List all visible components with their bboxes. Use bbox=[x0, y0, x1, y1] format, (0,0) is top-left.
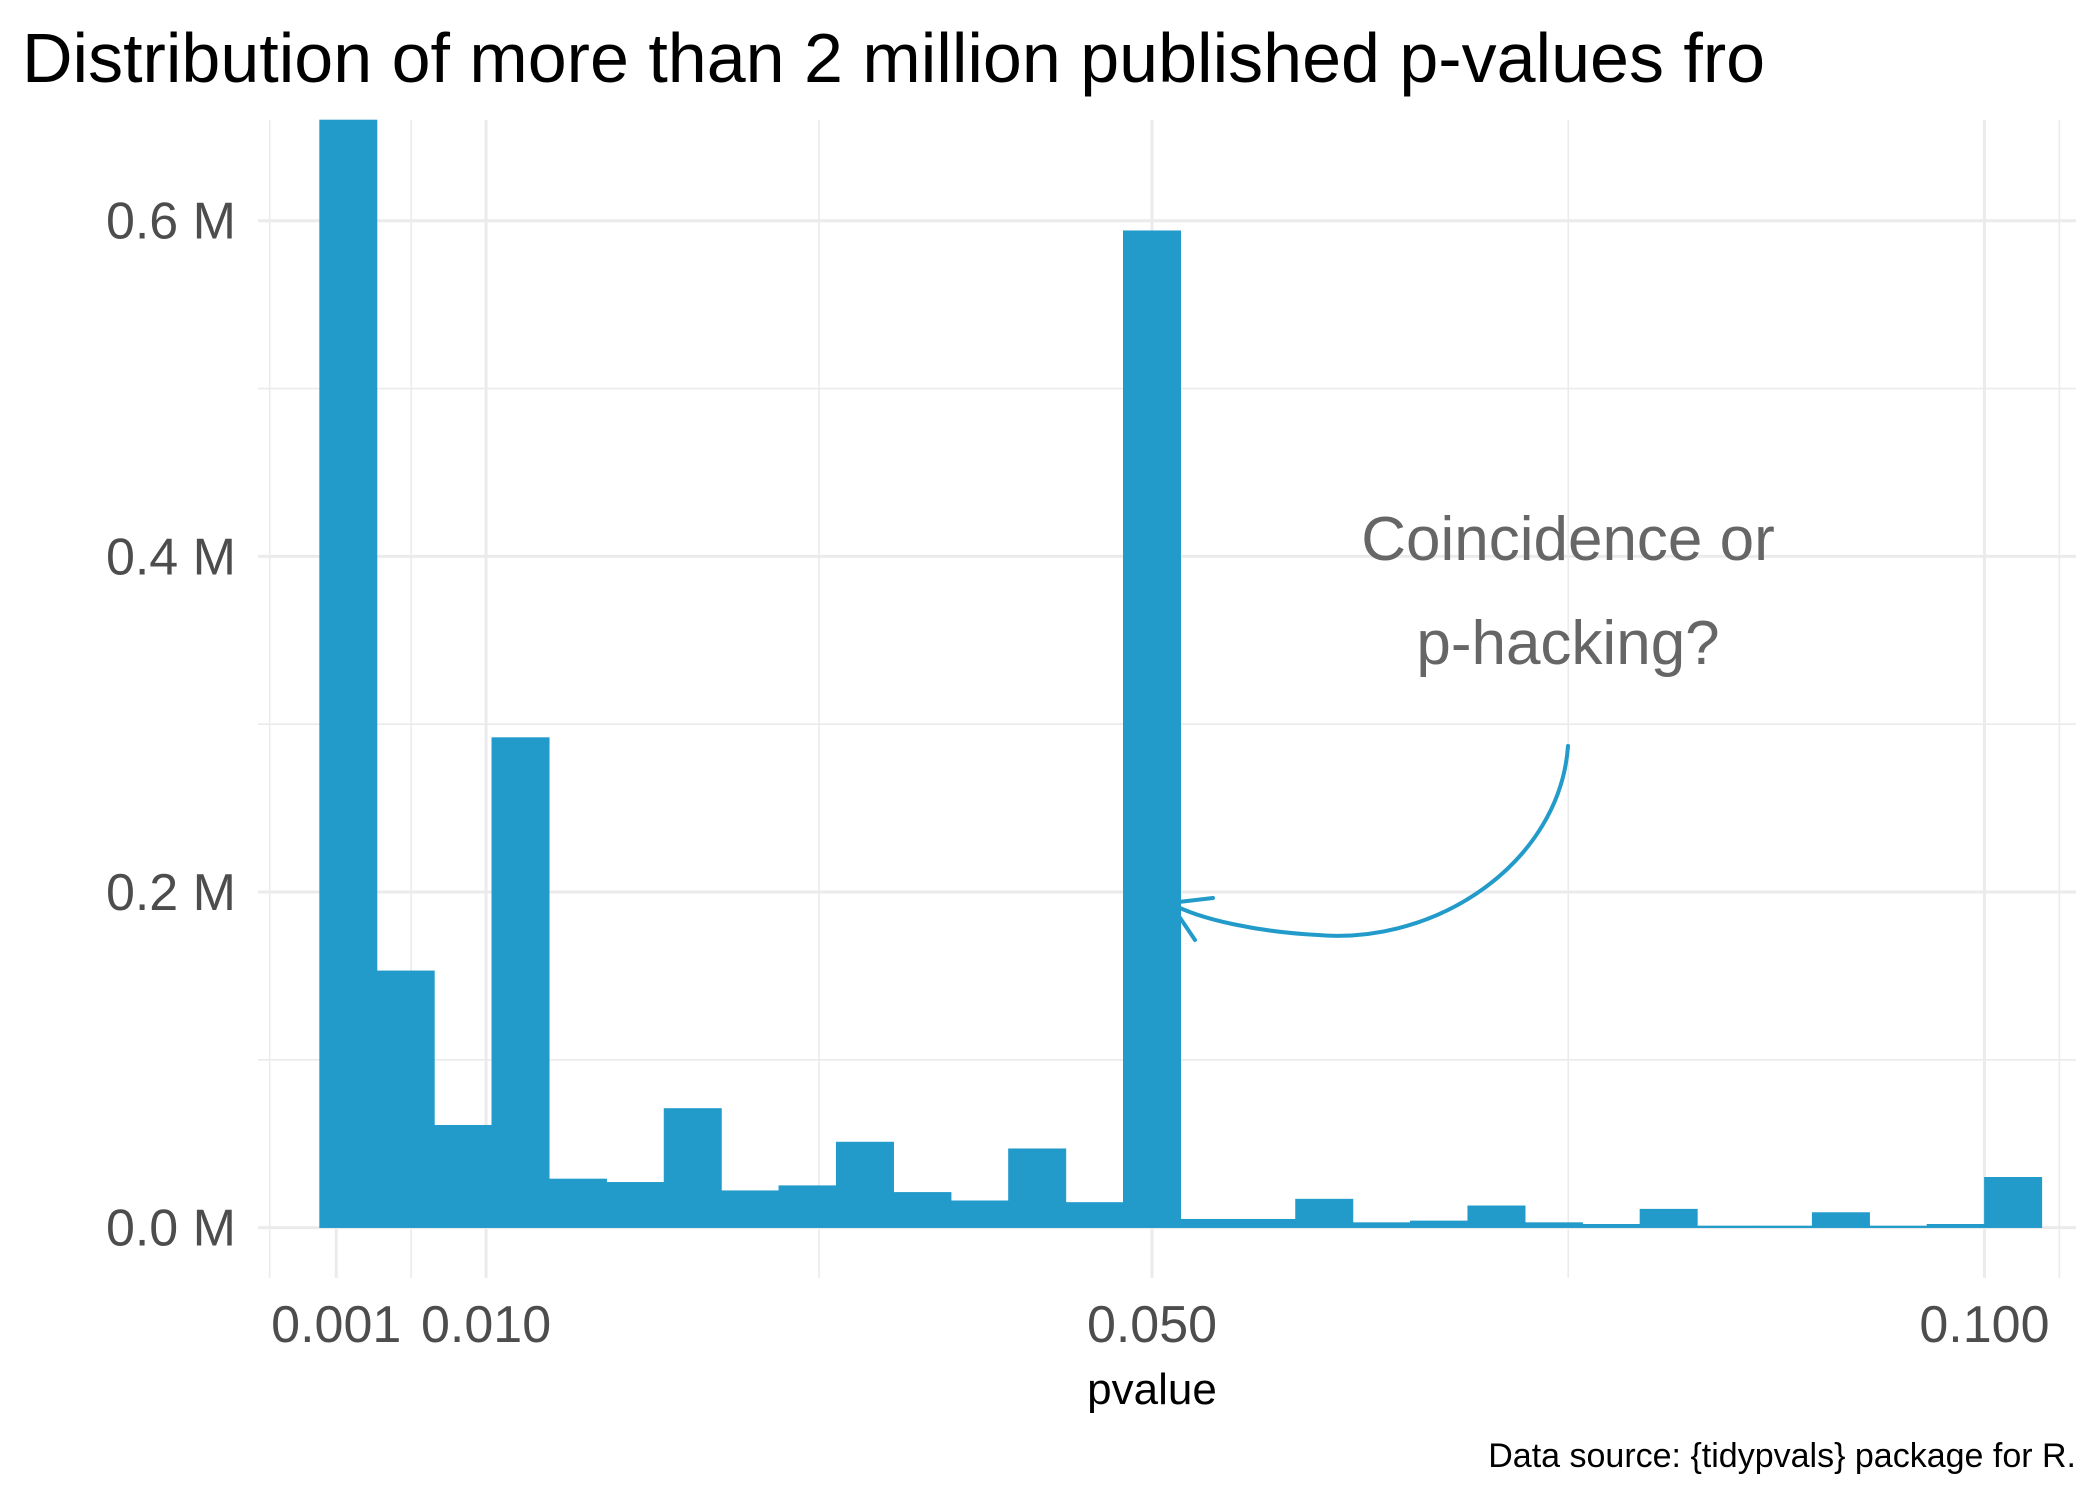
y-axis-tick-labels: 0.0 M 0.2 M 0.4 M 0.6 M bbox=[106, 193, 236, 1258]
annotation-line-1: Coincidence or bbox=[1361, 505, 1775, 574]
histogram-bar bbox=[835, 1141, 894, 1228]
histogram-bar bbox=[1639, 1208, 1698, 1228]
histogram-bar bbox=[1926, 1223, 1985, 1228]
histogram-bar bbox=[319, 119, 378, 1228]
histogram-bar bbox=[1065, 1202, 1124, 1228]
annotation: Coincidence or p-hacking? bbox=[1168, 505, 1775, 942]
histogram-bar bbox=[1697, 1225, 1756, 1228]
histogram-bar bbox=[893, 1192, 952, 1228]
histogram-bar bbox=[1352, 1222, 1411, 1228]
y-tick-label: 0.2 M bbox=[106, 864, 236, 922]
annotation-line-2: p-hacking? bbox=[1416, 609, 1719, 678]
histogram-bar bbox=[1295, 1198, 1354, 1228]
histogram-bar bbox=[491, 737, 550, 1228]
histogram-bar bbox=[1811, 1212, 1870, 1228]
histogram-bar bbox=[1410, 1220, 1469, 1228]
histogram-bar bbox=[1123, 230, 1182, 1228]
histogram-bar bbox=[721, 1190, 780, 1228]
x-tick-label: 0.010 bbox=[421, 1296, 551, 1354]
histogram-bar bbox=[778, 1185, 837, 1228]
x-tick-label: 0.100 bbox=[1919, 1296, 2049, 1354]
x-tick-label: 0.001 bbox=[271, 1296, 401, 1354]
histogram-bar bbox=[434, 1124, 493, 1228]
histogram-bar bbox=[1008, 1148, 1067, 1228]
histogram-bar bbox=[376, 970, 435, 1228]
histogram-bar bbox=[1237, 1218, 1296, 1228]
histogram-bar bbox=[1180, 1218, 1239, 1228]
histogram-bar bbox=[1524, 1222, 1583, 1228]
histogram-bar bbox=[606, 1182, 665, 1228]
x-tick-label: 0.050 bbox=[1087, 1296, 1217, 1354]
histogram-bar bbox=[548, 1178, 607, 1228]
histogram-bar bbox=[663, 1108, 722, 1228]
histogram-bar bbox=[1984, 1177, 2043, 1228]
histogram-bar bbox=[1869, 1225, 1928, 1228]
x-axis-label: pvalue bbox=[1087, 1365, 1217, 1414]
y-tick-label: 0.4 M bbox=[106, 528, 236, 586]
histogram-bar bbox=[1467, 1205, 1526, 1228]
y-tick-label: 0.6 M bbox=[106, 193, 236, 251]
x-axis-tick-labels: 0.001 0.010 0.050 0.100 bbox=[271, 1296, 2049, 1354]
chart-title: Distribution of more than 2 million publ… bbox=[22, 19, 1765, 97]
data-source-caption: Data source: {tidypvals} package for R. bbox=[1488, 1437, 2076, 1475]
histogram-bars bbox=[319, 119, 2043, 1228]
histogram-bar bbox=[950, 1200, 1009, 1228]
histogram-bar bbox=[1754, 1225, 1813, 1228]
annotation-arrow bbox=[1168, 744, 1570, 938]
annotation-arrowhead bbox=[1168, 896, 1215, 942]
histogram-bar bbox=[1582, 1223, 1641, 1228]
y-tick-label: 0.0 M bbox=[106, 1200, 236, 1258]
